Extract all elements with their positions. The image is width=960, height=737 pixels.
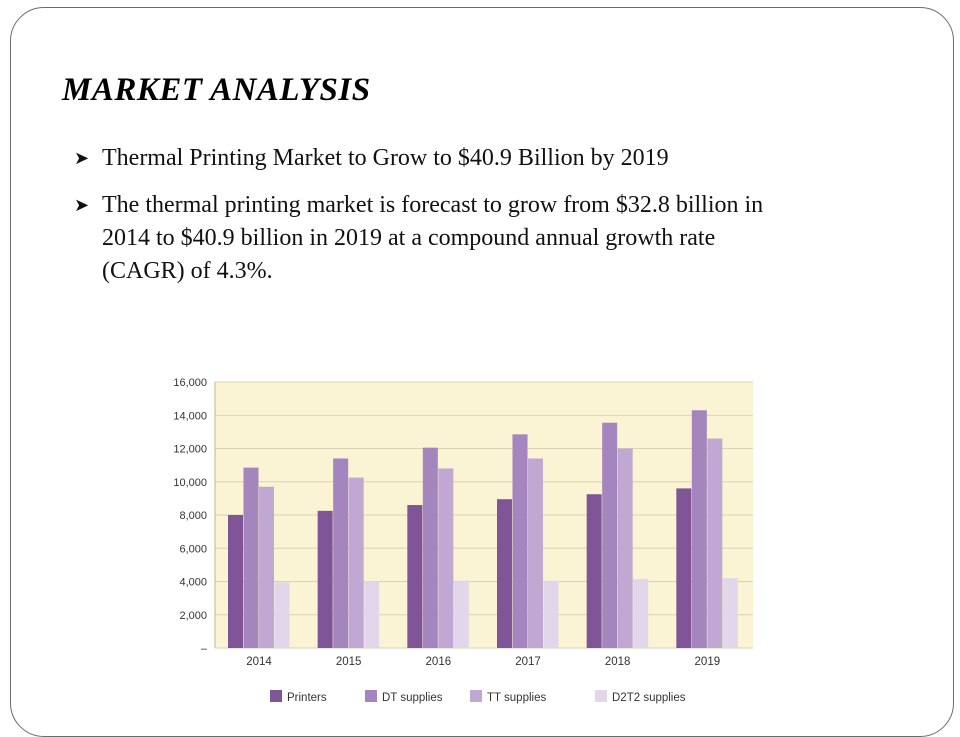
bar [633, 579, 649, 648]
bar [707, 438, 723, 648]
y-tick-label: 6,000 [179, 543, 207, 555]
legend-background [150, 680, 770, 713]
y-tick-label: 12,000 [173, 444, 207, 456]
bar [274, 582, 290, 648]
bar [512, 434, 528, 648]
x-tick-label: 2015 [336, 656, 362, 668]
x-tick-label: 2018 [605, 656, 631, 668]
bar [364, 581, 380, 648]
bar [348, 477, 364, 648]
bar [528, 458, 543, 648]
bullet-item: ➤ Thermal Printing Market to Grow to $40… [74, 142, 794, 175]
arrow-bullet-icon: ➤ [74, 195, 90, 215]
bar [317, 510, 333, 648]
bar [228, 515, 243, 648]
bar [407, 505, 423, 648]
bullet-list: ➤ Thermal Printing Market to Grow to $40… [74, 142, 794, 302]
legend-swatch [595, 690, 607, 702]
legend-label: D2T2 supplies [612, 692, 686, 704]
x-tick-label: 2014 [246, 656, 272, 668]
arrow-bullet-icon: ➤ [74, 148, 90, 168]
bar [586, 494, 602, 648]
y-tick-label: 2,000 [179, 610, 207, 622]
chart-svg: 16,000 14,000 12,000 10,000 8,000 6,000 4,000 2… [150, 377, 770, 713]
x-tick-label: 2019 [695, 656, 721, 668]
y-tick-label: 14,000 [173, 410, 207, 422]
bar [602, 422, 618, 648]
legend-swatch [470, 690, 482, 702]
bar [722, 578, 738, 648]
x-tick-label: 2017 [515, 656, 541, 668]
y-tick-label: – [201, 643, 208, 655]
legend-label: DT supplies [382, 692, 443, 704]
y-tick-label: 4,000 [179, 577, 207, 589]
bullet-text: The thermal printing market is forecast … [102, 192, 764, 284]
bar [422, 447, 438, 648]
bar [243, 467, 259, 648]
bar [438, 468, 454, 648]
y-tick-label: 8,000 [179, 510, 207, 522]
y-tick-label: 10,000 [173, 477, 207, 489]
bar [691, 410, 707, 648]
bar-chart: 16,000 14,000 12,000 10,000 8,000 6,000 4,000 2… [150, 368, 770, 718]
bar [453, 580, 469, 648]
bar [676, 488, 692, 648]
legend-label: TT supplies [487, 692, 546, 704]
legend-swatch [270, 690, 282, 702]
bar [497, 499, 512, 648]
page-title: MARKET ANALYSIS [62, 72, 371, 108]
bullet-text: Thermal Printing Market to Grow to $40.9… [102, 145, 669, 171]
x-tick-label: 2016 [426, 656, 452, 668]
bar [617, 448, 633, 648]
legend-label: Printers [287, 692, 327, 704]
bar [543, 580, 559, 648]
bar [259, 486, 274, 648]
legend-swatch [365, 690, 377, 702]
y-tick-label: 16,000 [173, 377, 207, 389]
bullet-item: ➤ The thermal printing market is forecas… [74, 189, 794, 288]
bar [333, 458, 349, 648]
